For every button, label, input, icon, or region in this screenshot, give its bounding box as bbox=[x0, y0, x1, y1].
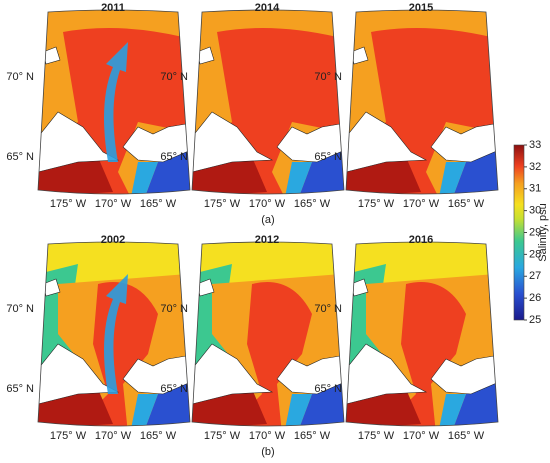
land-east bbox=[122, 121, 190, 163]
panel-title: 2011 bbox=[101, 2, 125, 14]
panel-title: 2014 bbox=[255, 2, 280, 14]
land-west bbox=[192, 111, 274, 173]
map-field bbox=[192, 10, 344, 194]
lat-label: 65° N bbox=[314, 151, 342, 163]
colorbar-tick-label: 28 bbox=[529, 248, 541, 260]
lon-label: 165° W bbox=[294, 430, 331, 442]
land-west bbox=[346, 111, 428, 173]
lat-label: 65° N bbox=[160, 151, 188, 163]
map-field bbox=[38, 242, 190, 426]
map-frame bbox=[37, 241, 191, 427]
lon-label: 175° W bbox=[204, 430, 241, 442]
lon-label: 165° W bbox=[448, 198, 485, 210]
lon-label: 170° W bbox=[403, 198, 440, 210]
field-blue bbox=[451, 147, 498, 194]
lon-label: 170° W bbox=[403, 430, 440, 442]
land-east bbox=[276, 353, 344, 395]
map-panel: 2015 70° N 65° N 175° W 170° W 165° W bbox=[314, 2, 499, 210]
lat-label: 65° N bbox=[6, 151, 34, 163]
colorbar-tick-label: 25 bbox=[529, 314, 541, 326]
lat-label: 70° N bbox=[6, 71, 34, 83]
map-field bbox=[38, 10, 190, 194]
map-panel: 2014 70° N 65° N 175° W 170° W 165° W bbox=[160, 2, 345, 210]
map-frame bbox=[345, 241, 499, 427]
map-field bbox=[346, 10, 498, 194]
map-frame bbox=[191, 9, 345, 195]
field-red bbox=[376, 282, 466, 426]
map-panel: 2016 70° N 65° N 175° W 170° W 165° W bbox=[314, 234, 499, 442]
lon-label: 170° W bbox=[249, 198, 286, 210]
map-panel: 2002 70° N 65° N 175° W 170° W 165° W bbox=[6, 234, 191, 442]
lat-label: 70° N bbox=[314, 303, 342, 315]
lon-label: 175° W bbox=[204, 198, 241, 210]
land-west bbox=[346, 343, 428, 405]
lon-label: 175° W bbox=[358, 430, 395, 442]
lon-label: 175° W bbox=[50, 198, 87, 210]
lat-label: 70° N bbox=[160, 303, 188, 315]
flow-arrow bbox=[104, 42, 128, 162]
land-east bbox=[122, 353, 190, 395]
colorbar bbox=[513, 144, 525, 321]
row-label: (a) bbox=[261, 214, 274, 226]
lon-label: 170° W bbox=[95, 198, 132, 210]
land-east bbox=[276, 121, 344, 163]
lat-label: 70° N bbox=[314, 71, 342, 83]
map-field bbox=[346, 242, 498, 426]
lat-label: 65° N bbox=[6, 383, 34, 395]
field-blue bbox=[143, 147, 190, 194]
field-red bbox=[222, 282, 312, 426]
land-east bbox=[430, 353, 498, 395]
map-panel: 2011 70° N 65° N 175° W 170° W 165° W bbox=[6, 2, 191, 210]
map-field bbox=[192, 242, 344, 426]
field-blue bbox=[297, 379, 344, 426]
flow-arrow bbox=[104, 274, 128, 394]
land-east bbox=[430, 121, 498, 163]
lat-label: 65° N bbox=[160, 383, 188, 395]
panel-title: 2015 bbox=[409, 2, 433, 14]
field-blue bbox=[297, 147, 344, 194]
panel-title: 2002 bbox=[101, 234, 125, 246]
panel-title: 2012 bbox=[255, 234, 279, 246]
land-west bbox=[192, 343, 274, 405]
field-cyan bbox=[284, 162, 312, 194]
colorbar-tick-label: 31 bbox=[529, 183, 541, 195]
map-frame bbox=[191, 241, 345, 427]
field-cyan bbox=[130, 162, 158, 194]
lon-label: 165° W bbox=[294, 198, 331, 210]
field-blue bbox=[143, 379, 190, 426]
lon-label: 170° W bbox=[249, 430, 286, 442]
field-cyan bbox=[130, 394, 158, 426]
map-frame bbox=[345, 9, 499, 195]
field-cyan bbox=[438, 162, 466, 194]
colorbar-tick-label: 27 bbox=[529, 270, 541, 282]
lat-label: 65° N bbox=[314, 383, 342, 395]
lon-label: 165° W bbox=[448, 430, 485, 442]
lon-label: 165° W bbox=[140, 198, 177, 210]
lon-label: 175° W bbox=[358, 198, 395, 210]
field-cyan bbox=[284, 394, 312, 426]
colorbar-tick-label: 26 bbox=[529, 292, 541, 304]
lat-label: 70° N bbox=[6, 303, 34, 315]
map-panel: 2012 70° N 65° N 175° W 170° W 165° W bbox=[160, 234, 345, 442]
colorbar-tick-label: 29 bbox=[529, 226, 541, 238]
colorbar-tick-label: 30 bbox=[529, 205, 541, 217]
lat-label: 70° N bbox=[160, 71, 188, 83]
panel-title: 2016 bbox=[409, 234, 433, 246]
lon-label: 165° W bbox=[140, 430, 177, 442]
colorbar-tick-label: 33 bbox=[529, 139, 541, 151]
colorbar-label: Salinity, psu bbox=[537, 203, 549, 262]
field-cyan bbox=[438, 394, 466, 426]
field-blue bbox=[451, 379, 498, 426]
lon-label: 175° W bbox=[50, 430, 87, 442]
map-frame bbox=[37, 9, 191, 195]
row-label: (b) bbox=[261, 446, 274, 458]
colorbar-tick-label: 32 bbox=[529, 161, 541, 173]
lon-label: 170° W bbox=[95, 430, 132, 442]
